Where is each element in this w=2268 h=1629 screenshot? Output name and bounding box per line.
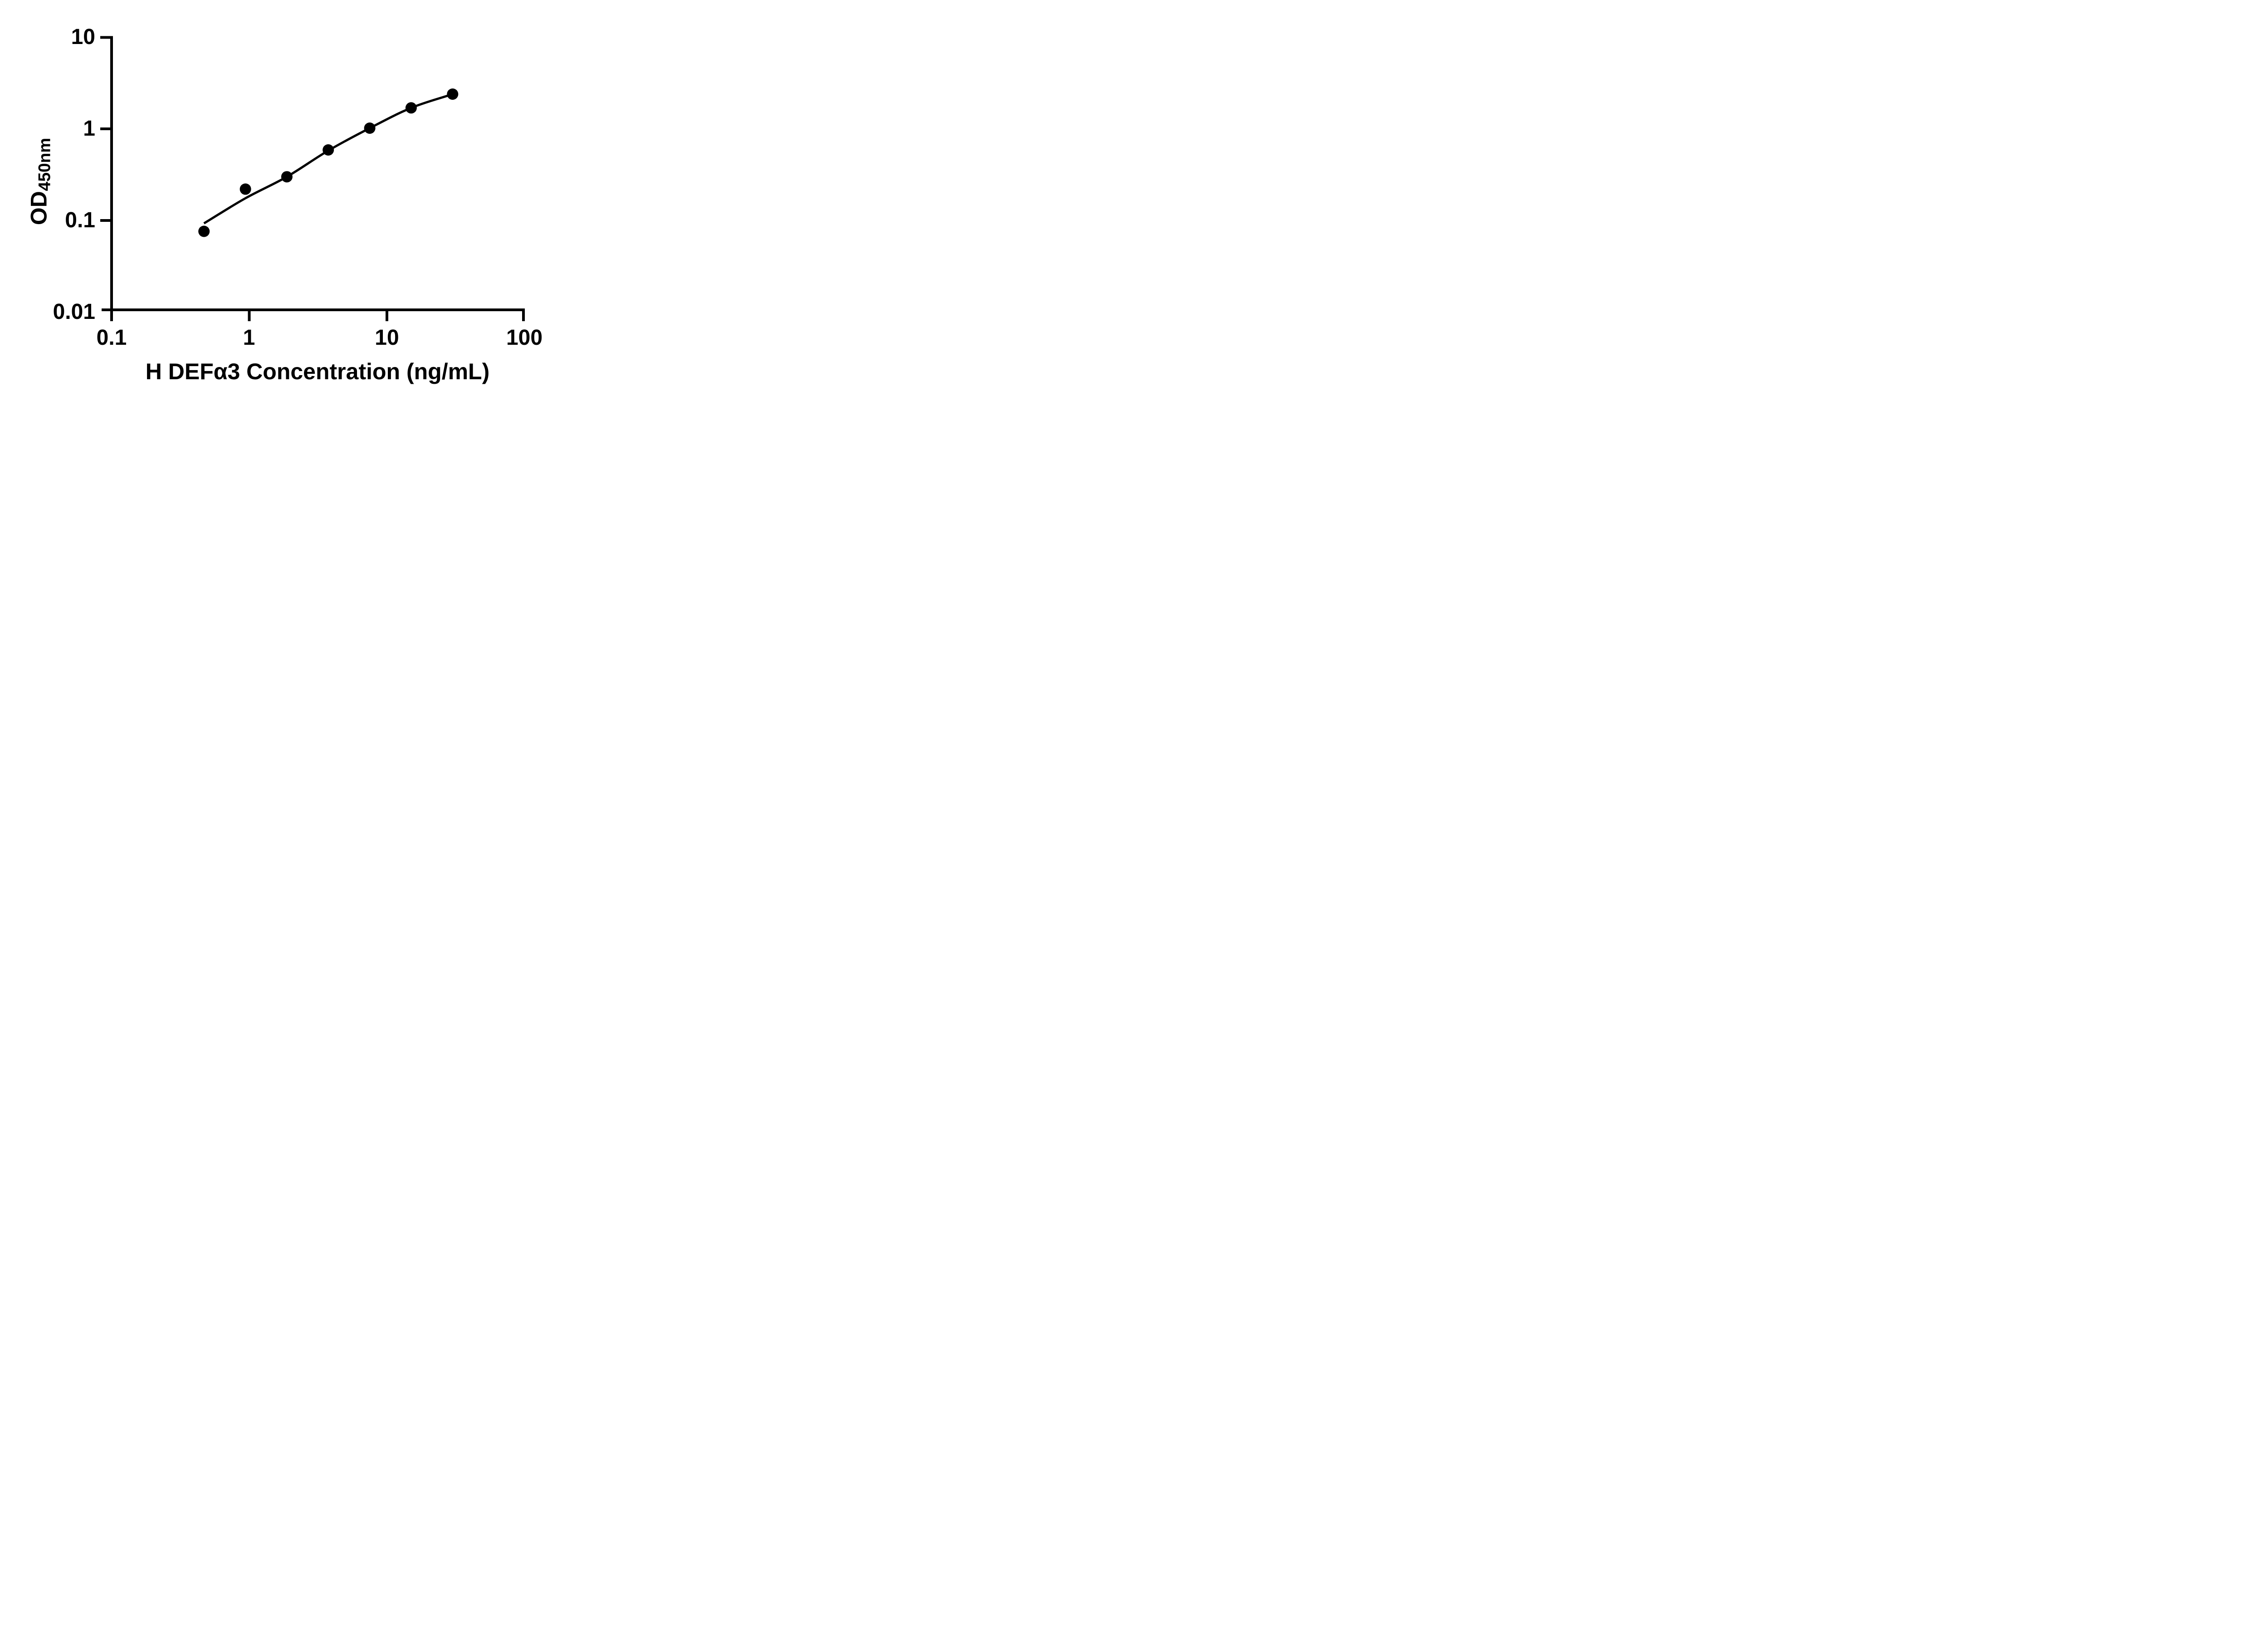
fit-curve: [203, 93, 453, 225]
data-point: [323, 144, 334, 156]
data-point: [198, 225, 210, 237]
x-axis-title: H DEFα3 Concentration (ng/mL): [145, 359, 490, 384]
data-point: [240, 183, 251, 195]
x-tick-label-0.1: 0.1: [96, 326, 127, 350]
data-point: [405, 102, 417, 114]
x-tick-label-1: 1: [243, 326, 255, 350]
fit-curve-layer: [203, 93, 453, 225]
y-tick-label-10: 10: [71, 25, 95, 49]
data-point: [364, 122, 376, 134]
y-tick-label-0.1: 0.1: [65, 208, 95, 232]
data-point-layer: [198, 88, 459, 237]
y-axis-title-subscript: 450nm: [35, 137, 54, 191]
y-axis-title-main: OD: [26, 191, 52, 225]
y-tick-label-1: 1: [83, 117, 95, 141]
data-point: [447, 88, 459, 100]
elisa-standard-curve-figure: 10 1 0.1 0.01 0.1 1 10 100 H DEFα3 Conce…: [0, 0, 583, 407]
data-point: [281, 171, 293, 183]
y-axis-title: OD450nm: [26, 138, 54, 225]
x-tick-label-10: 10: [375, 326, 399, 350]
x-tick-label-100: 100: [506, 326, 543, 350]
y-tick-label-0.01: 0.01: [53, 300, 95, 324]
plot-area: [100, 36, 525, 321]
